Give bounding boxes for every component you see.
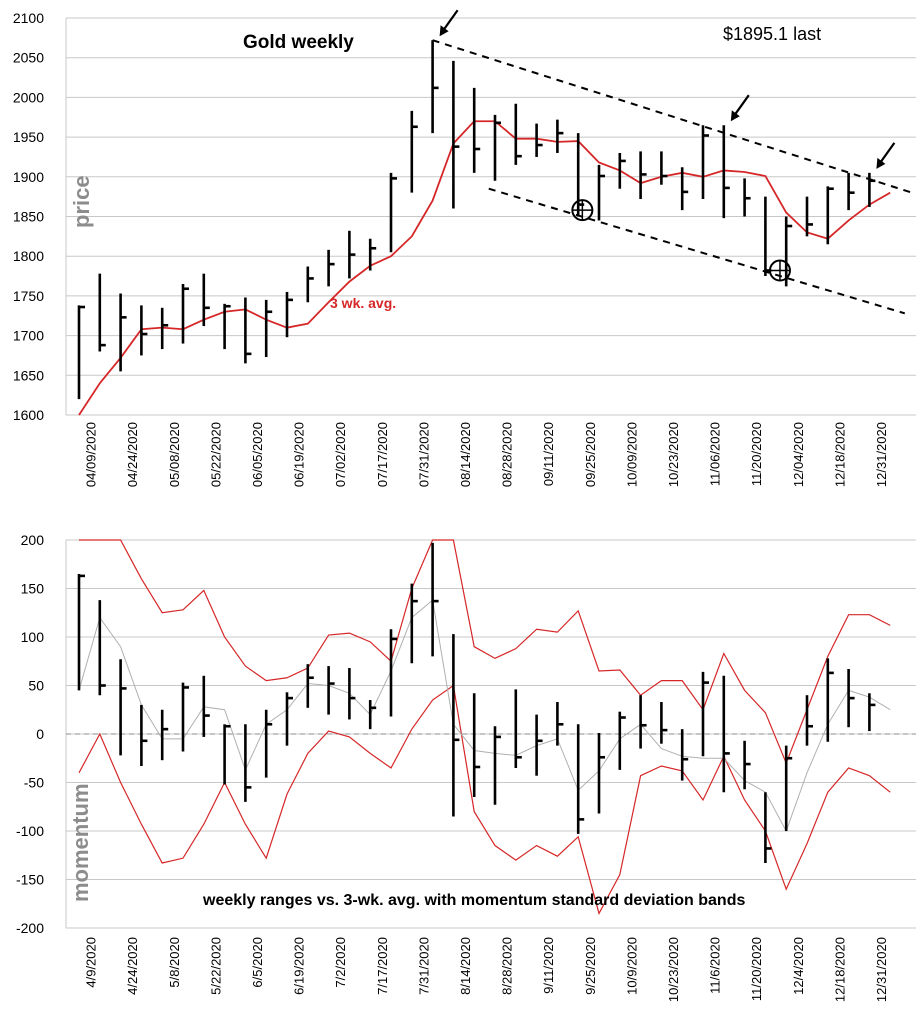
y-tick-label: 1750 [13,288,44,304]
x-tick-label: 11/6/2020 [708,937,723,994]
x-tick-label: 12/18/2020 [832,422,847,487]
y-tick-label: 200 [21,532,45,548]
arrow-icon [732,94,750,117]
price-trendlines [432,39,913,315]
y-tick-label: 100 [21,629,45,645]
x-tick-label: 8/14/2020 [458,937,473,995]
y-tick-label: 1850 [13,209,44,225]
x-tick-label: 12/18/2020 [832,937,847,1002]
x-tick-label: 7/17/2020 [375,937,390,995]
x-tick-label: 12/04/2020 [791,422,806,487]
momentum-ohlc-bars [77,542,876,864]
x-tick-label: 06/05/2020 [250,422,265,487]
avg-line-label: 3 wk. avg. [330,295,396,311]
x-tick-label: 07/17/2020 [375,422,390,487]
y-tick-label: 2050 [13,50,44,66]
x-tick-label: 10/23/2020 [666,422,681,487]
x-tick-label: 08/14/2020 [458,422,473,487]
arrow-head-icon [730,110,740,122]
momentum-avg-line [78,599,891,833]
price-chart-title: Gold weekly [243,32,354,53]
x-tick-label: 9/25/2020 [583,937,598,995]
y-tick-label: 1950 [13,129,44,145]
x-tick-label: 12/31/2020 [874,422,889,487]
x-tick-label: 4/24/2020 [125,937,140,995]
x-tick-label: 5/22/2020 [208,937,223,995]
price-panel: 1600 1650 1700 1750 1800 1850 1900 1950 2000 2050… [13,9,916,487]
x-tick-label: 7/2/2020 [333,937,348,988]
x-tick-label: 7/31/2020 [416,937,431,995]
price-ohlc-bars [77,40,876,400]
arrow-icon [441,9,459,32]
momentum-lower-band [78,684,891,916]
arrow-icon [878,142,896,165]
x-tick-label: 11/20/2020 [749,422,764,486]
x-tick-label: 12/4/2020 [791,937,806,995]
y-tick-label: -200 [16,920,44,936]
x-tick-label: 12/31/2020 [874,937,889,1002]
price-x-ticks: 04/09/2020 04/24/2020 05/08/2020 05/22/2020… [84,422,889,487]
y-tick-label: 2000 [13,89,44,105]
arrow-head-icon [439,25,449,37]
price-3wk-avg-line [78,120,891,416]
momentum-y-ticks: -200 -150 -100 -50 0 50 100 150 200 [16,532,44,936]
trendline [488,187,906,315]
x-tick-label: 06/19/2020 [292,422,307,487]
y-tick-label: 1700 [13,328,44,344]
arrow-head-icon [876,157,886,169]
x-tick-label: 11/06/2020 [708,422,723,486]
x-tick-label: 07/31/2020 [416,422,431,487]
x-tick-label: 6/19/2020 [292,937,307,995]
momentum-chart-title: weekly ranges vs. 3-wk. avg. with moment… [202,892,745,909]
momentum-upper-band [79,539,891,765]
y-tick-label: -50 [24,775,44,791]
x-tick-label: 08/28/2020 [500,422,515,487]
x-tick-label: 07/02/2020 [333,422,348,487]
y-tick-label: 1650 [13,367,44,383]
x-tick-label: 10/09/2020 [624,422,639,487]
x-tick-label: 09/25/2020 [583,422,598,487]
price-markers [439,9,896,282]
x-tick-label: 09/11/2020 [541,422,556,486]
x-tick-label: 04/09/2020 [84,422,99,487]
x-tick-label: 9/11/2020 [541,937,556,994]
x-tick-label: 04/24/2020 [125,422,140,487]
y-tick-label: 150 [21,581,45,597]
x-tick-label: 05/08/2020 [167,422,182,487]
y-tick-label: 0 [36,726,44,742]
x-tick-label: 4/9/2020 [84,937,99,988]
price-y-ticks: 1600 1650 1700 1750 1800 1850 1900 1950 2000 2050… [13,10,44,423]
trendline [432,39,913,194]
momentum-y-axis-label: momentum [68,783,93,902]
y-tick-label: 1900 [13,169,44,185]
price-last-annotation: $1895.1 last [723,24,821,44]
y-tick-label: 1800 [13,248,44,264]
x-tick-label: 10/23/2020 [666,937,681,1002]
y-tick-label: 50 [28,678,44,694]
x-tick-label: 10/9/2020 [624,937,639,995]
price-y-axis-label: price [69,175,94,228]
x-tick-label: 11/20/2020 [749,937,764,1001]
momentum-x-ticks: 4/9/2020 4/24/2020 5/8/2020 5/22/2020 6/5/20… [84,937,889,1002]
y-tick-label: 1600 [13,407,44,423]
y-tick-label: -100 [16,823,44,839]
x-tick-label: 05/22/2020 [208,422,223,487]
price-gridlines [65,17,916,416]
y-tick-label: 2100 [13,10,44,26]
x-tick-label: 6/5/2020 [250,937,265,988]
y-tick-label: -150 [16,872,44,888]
momentum-gridlines [65,539,916,929]
x-tick-label: 5/8/2020 [167,937,182,988]
x-tick-label: 8/28/2020 [500,937,515,995]
momentum-panel: -200 -150 -100 -50 0 50 100 150 200 4/9/2020 4/24… [16,532,916,1002]
